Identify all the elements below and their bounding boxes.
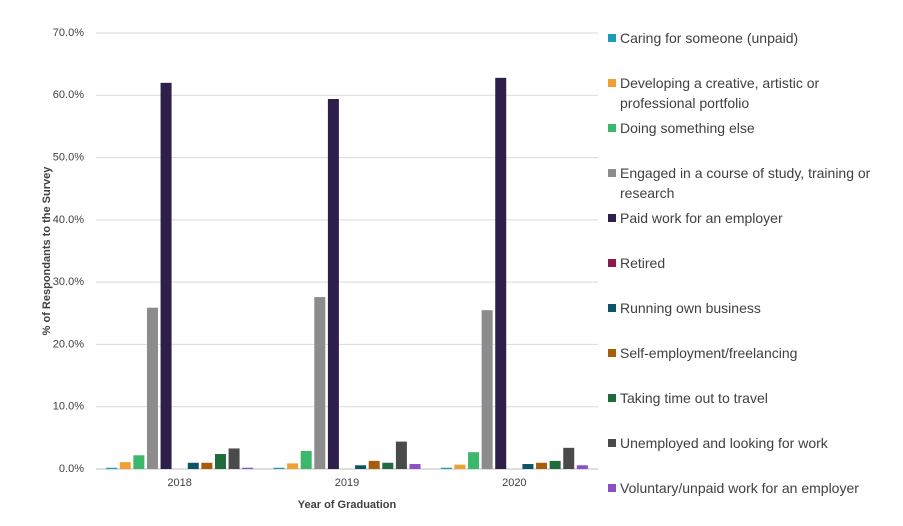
legend-item: Running own business bbox=[606, 298, 896, 318]
bar bbox=[106, 467, 118, 469]
legend-item: Unemployed and looking for work bbox=[606, 433, 896, 453]
legend-item: Developing a creative, artistic or profe… bbox=[606, 73, 896, 113]
bar bbox=[468, 452, 480, 469]
legend-label: Self-employment/freelancing bbox=[620, 345, 798, 361]
legend-swatch bbox=[608, 304, 616, 312]
legend-label: Voluntary/unpaid work for an employer bbox=[620, 480, 859, 496]
bar bbox=[549, 460, 561, 469]
bar bbox=[201, 462, 213, 469]
bar bbox=[146, 307, 158, 469]
legend-item: Retired bbox=[606, 253, 896, 273]
bar bbox=[368, 460, 380, 469]
legend-swatch bbox=[608, 169, 616, 177]
legend-item: Voluntary/unpaid work for an employer bbox=[606, 478, 896, 498]
legend-label: Running own business bbox=[620, 300, 761, 316]
legend-label: Engaged in a course of study, training o… bbox=[620, 165, 871, 201]
legend-swatch bbox=[608, 214, 616, 222]
bar bbox=[536, 462, 548, 469]
legend-label: Developing a creative, artistic or profe… bbox=[620, 75, 820, 111]
legend-label: Taking time out to travel bbox=[620, 390, 768, 406]
bar bbox=[481, 310, 493, 469]
bar bbox=[273, 467, 285, 469]
legend-swatch bbox=[608, 439, 616, 447]
legend-label: Caring for someone (unpaid) bbox=[620, 30, 799, 46]
legend-label: Doing something else bbox=[620, 120, 755, 136]
y-tick-label: 10.0% bbox=[53, 401, 84, 413]
bar bbox=[133, 455, 145, 469]
bar bbox=[160, 82, 172, 469]
legend-swatch bbox=[608, 259, 616, 267]
bar bbox=[314, 297, 326, 469]
x-tick-label: 2018 bbox=[167, 477, 191, 489]
bar bbox=[242, 467, 254, 469]
y-tick-label: 40.0% bbox=[53, 214, 84, 226]
bar bbox=[563, 447, 575, 469]
x-tick-label: 2020 bbox=[502, 477, 526, 489]
bar bbox=[454, 464, 466, 469]
y-tick-label: 50.0% bbox=[53, 151, 84, 163]
bar bbox=[382, 462, 394, 469]
legend-item: Taking time out to travel bbox=[606, 388, 896, 408]
legend-item: Doing something else bbox=[606, 118, 896, 138]
bar bbox=[395, 441, 407, 469]
bar bbox=[287, 463, 299, 469]
y-tick-label: 0.0% bbox=[59, 463, 84, 475]
legend-item: Engaged in a course of study, training o… bbox=[606, 163, 896, 203]
legend-item: Self-employment/freelancing bbox=[606, 343, 896, 363]
bar bbox=[355, 465, 367, 469]
bar bbox=[440, 467, 452, 469]
legend-label: Unemployed and looking for work bbox=[620, 435, 828, 451]
bar bbox=[522, 464, 534, 469]
bar bbox=[214, 454, 226, 469]
y-tick-label: 60.0% bbox=[53, 89, 84, 101]
x-tick-label: 2019 bbox=[335, 477, 359, 489]
chart: % of Respondants to the Survey Year of G… bbox=[41, 27, 598, 511]
y-tick-label: 20.0% bbox=[53, 338, 84, 350]
legend-item: Caring for someone (unpaid) bbox=[606, 28, 896, 48]
legend-swatch bbox=[608, 394, 616, 402]
x-axis-title: Year of Graduation bbox=[298, 499, 397, 511]
bar bbox=[327, 99, 339, 469]
bar bbox=[495, 77, 507, 470]
y-tick-label: 30.0% bbox=[53, 276, 84, 288]
legend-item: Paid work for an employer bbox=[606, 208, 896, 228]
legend-label: Paid work for an employer bbox=[620, 210, 783, 226]
bar bbox=[409, 464, 421, 469]
bar bbox=[576, 465, 588, 469]
legend-swatch bbox=[608, 34, 616, 42]
bar bbox=[300, 450, 312, 469]
legend-swatch bbox=[608, 484, 616, 492]
y-tick-label: 70.0% bbox=[53, 27, 84, 39]
bar bbox=[119, 462, 131, 469]
bar bbox=[187, 462, 199, 469]
y-axis-title: % of Respondants to the Survey bbox=[41, 166, 53, 336]
legend-swatch bbox=[608, 349, 616, 357]
legend-label: Retired bbox=[620, 255, 666, 271]
bar bbox=[228, 448, 240, 469]
legend-swatch bbox=[608, 124, 616, 132]
legend-swatch bbox=[608, 79, 616, 87]
